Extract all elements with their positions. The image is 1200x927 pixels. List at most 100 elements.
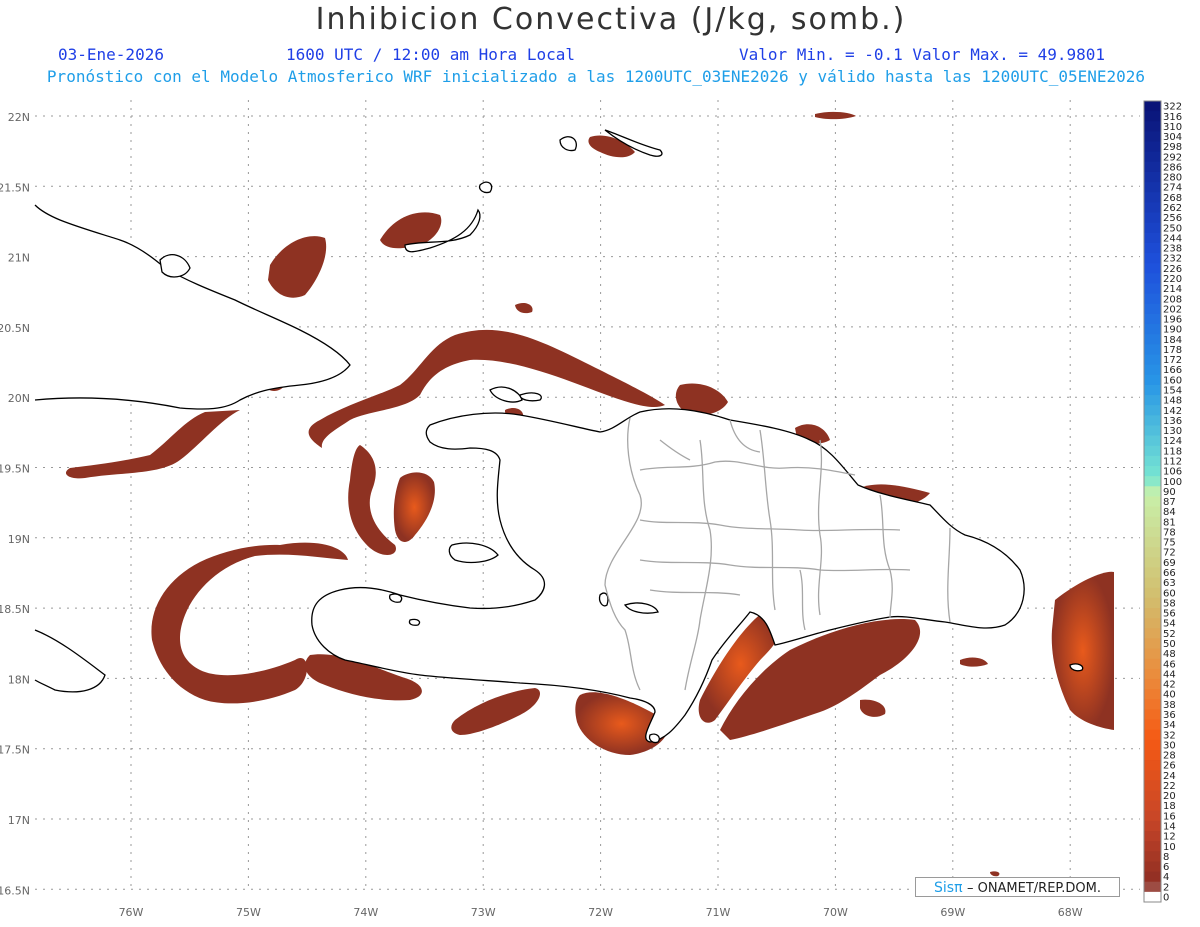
colorbar-swatch [1144,425,1161,437]
lon-label: 74W [353,906,378,919]
colorbar-label: 10 [1163,842,1176,853]
colorbar-swatch [1144,547,1161,558]
colorbar-swatch [1144,384,1161,396]
colorbar-swatch [1144,303,1161,315]
colorbar-swatch [1144,293,1161,305]
colorbar: 3223163103042982922862802742682622562502… [1143,100,1182,903]
colorbar-swatch [1144,658,1161,670]
colorbar-label: 148 [1163,396,1182,407]
colorbar-swatch [1144,253,1161,264]
colorbar-label: 63 [1163,578,1176,589]
turks-caicos [559,136,577,152]
colorbar-label: 244 [1163,233,1182,244]
field-lake-blob [393,472,435,542]
coastlines [34,129,1084,744]
colorbar-swatch [1144,111,1161,122]
colorbar-label: 78 [1163,527,1176,538]
lat-label: 20.5N [0,322,30,335]
north-isle [604,129,663,157]
colorbar-swatch [1144,455,1161,467]
forecast-date: 03-Ene-2026 [58,45,164,64]
colorbar-label: 81 [1163,517,1176,528]
colorbar-swatch [1144,780,1161,791]
colorbar-label: 166 [1163,365,1182,376]
colorbar-label: 60 [1163,588,1176,599]
colorbar-label: 56 [1163,609,1176,620]
lon-label: 70W [823,906,848,919]
colorbar-label: 4 [1163,872,1169,883]
field-east-ocean [1051,571,1114,730]
colorbar-label: 26 [1163,761,1176,772]
colorbar-swatch [1144,212,1161,224]
colorbar-label: 316 [1163,112,1182,123]
colorbar-swatch [1144,831,1161,842]
field-nw-coast [65,410,240,479]
colorbar-label: 136 [1163,416,1182,427]
field-se-small [860,699,886,717]
colorbar-label: 58 [1163,598,1176,609]
colorbar-swatch [1144,161,1161,173]
colorbar-label: 54 [1163,619,1176,630]
beata [648,733,660,744]
colorbar-label: 75 [1163,538,1176,549]
lat-label: 22N [8,111,30,124]
colorbar-swatch [1144,597,1161,609]
map-title: Inhibicion Convectiva (J/kg, somb.) [315,2,907,37]
colorbar-swatch [1144,445,1161,457]
lat-label: 19N [8,533,30,546]
lat-label: 16.5N [0,884,30,897]
colorbar-swatch [1144,820,1161,832]
colorbar-swatch [1144,587,1161,599]
field-north-mid-a [515,302,533,314]
colorbar-label: 8 [1163,852,1169,863]
inagua [489,386,523,403]
colorbar-label: 118 [1163,446,1182,457]
field-top-isle2 [815,111,856,120]
colorbar-swatch [1144,232,1161,244]
lon-label: 69W [940,906,965,919]
field-south-east-block [720,619,921,740]
lat-label: 21N [8,252,30,265]
colorbar-label: 196 [1163,315,1182,326]
colorbar-swatch [1144,526,1161,538]
colorbar-label: 292 [1163,152,1182,163]
colorbar-swatch [1144,871,1161,883]
tortuga [519,392,542,402]
colorbar-label: 178 [1163,345,1182,356]
credit-org: – ONAMET/REP.DOM. [966,881,1101,896]
colorbar-label: 154 [1163,386,1182,397]
colorbar-swatch [1144,313,1161,325]
colorbar-swatch [1144,283,1161,295]
colorbar-swatch [1144,182,1161,193]
lon-label: 73W [471,906,496,919]
colorbar-swatch [1144,374,1161,386]
colorbar-label: 48 [1163,649,1176,660]
colorbar-swatch [1144,415,1161,426]
lake-azuei [598,592,609,607]
colorbar-label: 22 [1163,781,1176,792]
field-gulf-loop [151,542,348,704]
cuba [34,204,351,410]
colorbar-swatch [1144,334,1161,345]
lake-enriquillo [623,602,659,614]
colorbar-swatch [1144,486,1161,497]
colorbar-label: 32 [1163,730,1176,741]
colorbar-label: 50 [1163,639,1176,650]
colorbar-label: 268 [1163,193,1182,204]
field-west-haiti [348,445,396,556]
longitude-labels: 76W 75W 74W 73W 72W 71W 70W 69W 68W [119,906,1083,919]
colorbar-label: 40 [1163,690,1176,701]
colorbar-label: 172 [1163,355,1182,366]
colorbar-swatch [1144,790,1161,802]
field-bottom-dot [990,871,1000,877]
latitude-labels: 22N 21.5N 21N 20.5N 20N 19.5N 19N 18.5N 18N 17.5N… [0,111,30,897]
colorbar-label: 84 [1163,507,1176,518]
colorbar-label: 262 [1163,203,1182,214]
colorbar-label: 66 [1163,568,1176,579]
colorbar-swatch [1144,273,1161,285]
colorbar-label: 226 [1163,264,1182,275]
colorbar-label: 124 [1163,436,1182,447]
colorbar-swatch [1144,749,1161,761]
field-south-strip [451,688,540,735]
colorbar-swatch [1144,222,1161,234]
